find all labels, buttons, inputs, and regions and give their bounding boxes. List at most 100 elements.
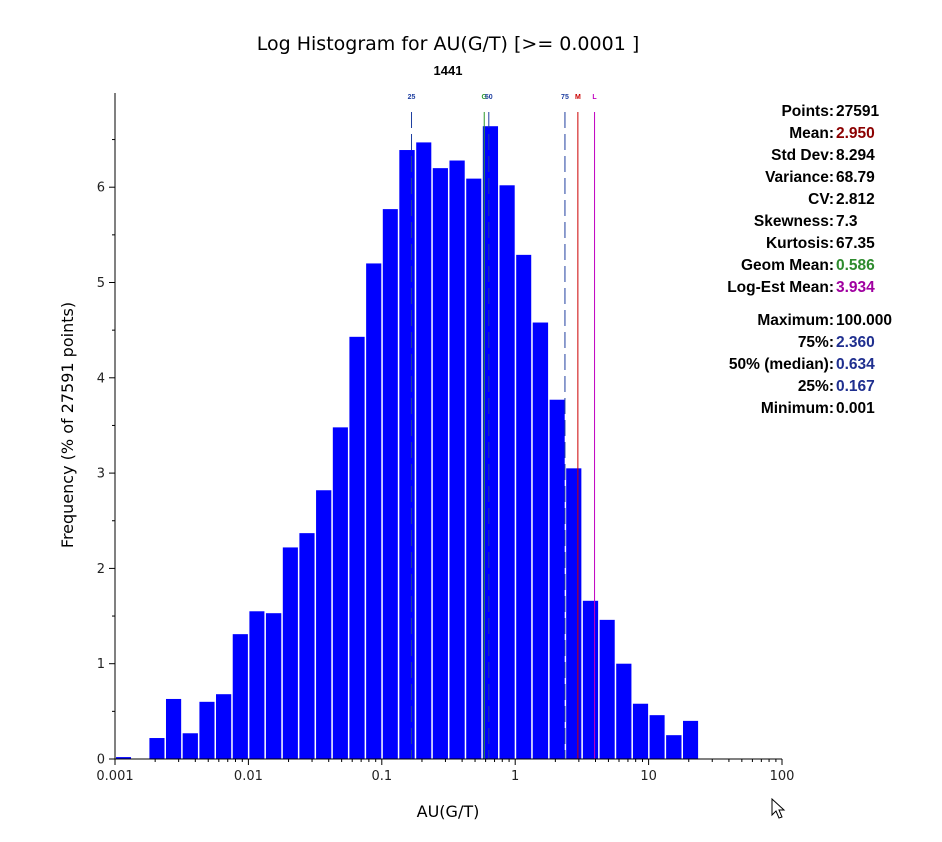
- histogram-bar-27: [566, 468, 582, 759]
- marker-label-5: L: [592, 94, 597, 101]
- histogram-bar-31: [632, 703, 649, 759]
- stat-value: 2.812: [836, 191, 875, 208]
- marker-label-3: 75: [561, 94, 569, 101]
- histogram-bar-32: [649, 715, 665, 759]
- histogram-bar-4: [182, 733, 198, 759]
- histogram-bar-29: [599, 619, 615, 759]
- stat-value: 0.586: [836, 257, 875, 274]
- histogram-bar-13: [332, 427, 348, 759]
- stat-label: Mean:: [789, 125, 834, 142]
- histogram-bar-16: [382, 209, 398, 759]
- histogram-bar-24: [516, 254, 532, 760]
- histogram-bar-7: [232, 634, 248, 759]
- histogram-bar-22: [482, 126, 499, 759]
- stat-value: 27591: [836, 103, 880, 120]
- stat-row: Geom Mean: 0.586: [700, 257, 930, 279]
- stat-row: 25%: 0.167: [700, 378, 930, 400]
- histogram-bar-18: [416, 142, 432, 759]
- stat-value: 0.167: [836, 378, 875, 395]
- stat-value: 8.294: [836, 147, 875, 164]
- markers-group: 25 G50 75 M L: [408, 94, 597, 759]
- histogram-bar-10: [282, 547, 298, 759]
- stat-value: 3.934: [836, 279, 875, 296]
- y-ticks-group: 0 1 2 3 4 5 6: [97, 139, 115, 768]
- stat-row: Points: 27591: [700, 103, 930, 125]
- stat-label: Kurtosis:: [765, 235, 834, 252]
- y-tick-label-2: 2: [97, 562, 105, 577]
- stat-label: Skewness:: [753, 213, 834, 230]
- stat-value: 7.3: [836, 213, 858, 230]
- chart-title: Log Histogram for AU(G/T) [>= 0.0001 ]: [257, 33, 639, 55]
- histogram-bar-11: [299, 533, 315, 759]
- stat-value: 100.000: [836, 312, 893, 329]
- histogram-bar-25: [532, 322, 549, 759]
- histogram-bar-5: [199, 701, 215, 759]
- stat-row: Skewness: 7.3: [700, 213, 930, 235]
- y-tick-label-0: 0: [97, 753, 105, 768]
- y-tick-label-4: 4: [97, 371, 105, 386]
- stat-row: Variance: 68.79: [700, 169, 930, 191]
- stat-label: 25%:: [797, 378, 834, 395]
- histogram-bar-19: [432, 168, 448, 759]
- stat-row: Mean: 2.950: [700, 125, 930, 147]
- x-axis-label: AU(G/T): [417, 802, 480, 821]
- marker-label-4: M: [575, 94, 581, 101]
- histogram-bar-21: [466, 178, 482, 759]
- stat-value: 0.634: [836, 356, 875, 373]
- stat-value: 0.001: [836, 400, 875, 417]
- stat-row: 75%: 2.360: [700, 334, 930, 356]
- histogram-bar-33: [666, 735, 682, 759]
- stat-label: Std Dev:: [771, 147, 834, 164]
- histogram-bar-17: [399, 150, 415, 759]
- histogram-bar-9: [265, 613, 282, 759]
- stat-row: Kurtosis: 67.35: [700, 235, 930, 257]
- stat-label: Points:: [781, 103, 834, 120]
- histogram-bar-20: [449, 160, 465, 759]
- axes-group: [114, 93, 782, 760]
- histogram-bar-8: [249, 611, 265, 759]
- stat-label: Variance:: [765, 169, 834, 186]
- stat-value: 68.79: [836, 169, 875, 186]
- histogram-bar-23: [499, 185, 515, 760]
- statistics-panel: Points: 27591 Mean: 2.950 Std Dev: 8.294 Varia…: [700, 103, 930, 422]
- histogram-bar-12: [316, 490, 332, 759]
- stat-row: CV: 2.812: [700, 191, 930, 213]
- stat-row: Maximum: 100.000: [700, 312, 930, 334]
- x-ticks-group: 0.001 0.01 0.1 1 10 100: [96, 759, 794, 784]
- x-tick-label-0: 0.001: [96, 769, 133, 784]
- mouse-cursor-icon: [771, 798, 786, 819]
- stat-row: Log-Est Mean: 3.934: [700, 279, 930, 301]
- stat-value: 2.360: [836, 334, 875, 351]
- stat-label: Log-Est Mean:: [727, 279, 834, 296]
- x-tick-label-2: 0.1: [371, 769, 392, 784]
- marker-label-1: G: [482, 94, 488, 101]
- stat-label: 50% (median):: [728, 356, 834, 373]
- stat-label: Maximum:: [757, 312, 834, 329]
- stat-row: Minimum: 0.001: [700, 400, 930, 422]
- stat-row: Std Dev: 8.294: [700, 147, 930, 169]
- histogram-bar-14: [349, 336, 365, 759]
- bars-group: [116, 126, 699, 760]
- histogram-bar-30: [616, 663, 632, 759]
- marker-label-2: 50: [485, 94, 493, 101]
- stat-row: 50% (median): 0.634: [700, 356, 930, 378]
- stat-label: 75%:: [797, 334, 834, 351]
- histogram-bar-28: [582, 600, 599, 759]
- marker-label-0: 25: [408, 94, 416, 101]
- histogram-bar-6: [216, 694, 232, 759]
- histogram-bar-0: [116, 757, 132, 759]
- x-tick-label-3: 1: [511, 769, 519, 784]
- y-axis-label: Frequency (% of 27591 points): [58, 302, 77, 548]
- x-tick-label-4: 10: [640, 769, 657, 784]
- stat-value: 2.950: [836, 125, 875, 142]
- y-tick-label-5: 5: [97, 276, 105, 291]
- stat-label: Geom Mean:: [740, 257, 834, 274]
- y-tick-label-1: 1: [97, 657, 105, 672]
- histogram-bar-2: [149, 738, 165, 759]
- stat-label: CV:: [808, 191, 834, 208]
- chart-subtitle: 1441: [434, 63, 463, 78]
- histogram-bar-34: [683, 720, 699, 759]
- y-tick-label-6: 6: [97, 181, 105, 196]
- histogram-bar-26: [549, 399, 565, 759]
